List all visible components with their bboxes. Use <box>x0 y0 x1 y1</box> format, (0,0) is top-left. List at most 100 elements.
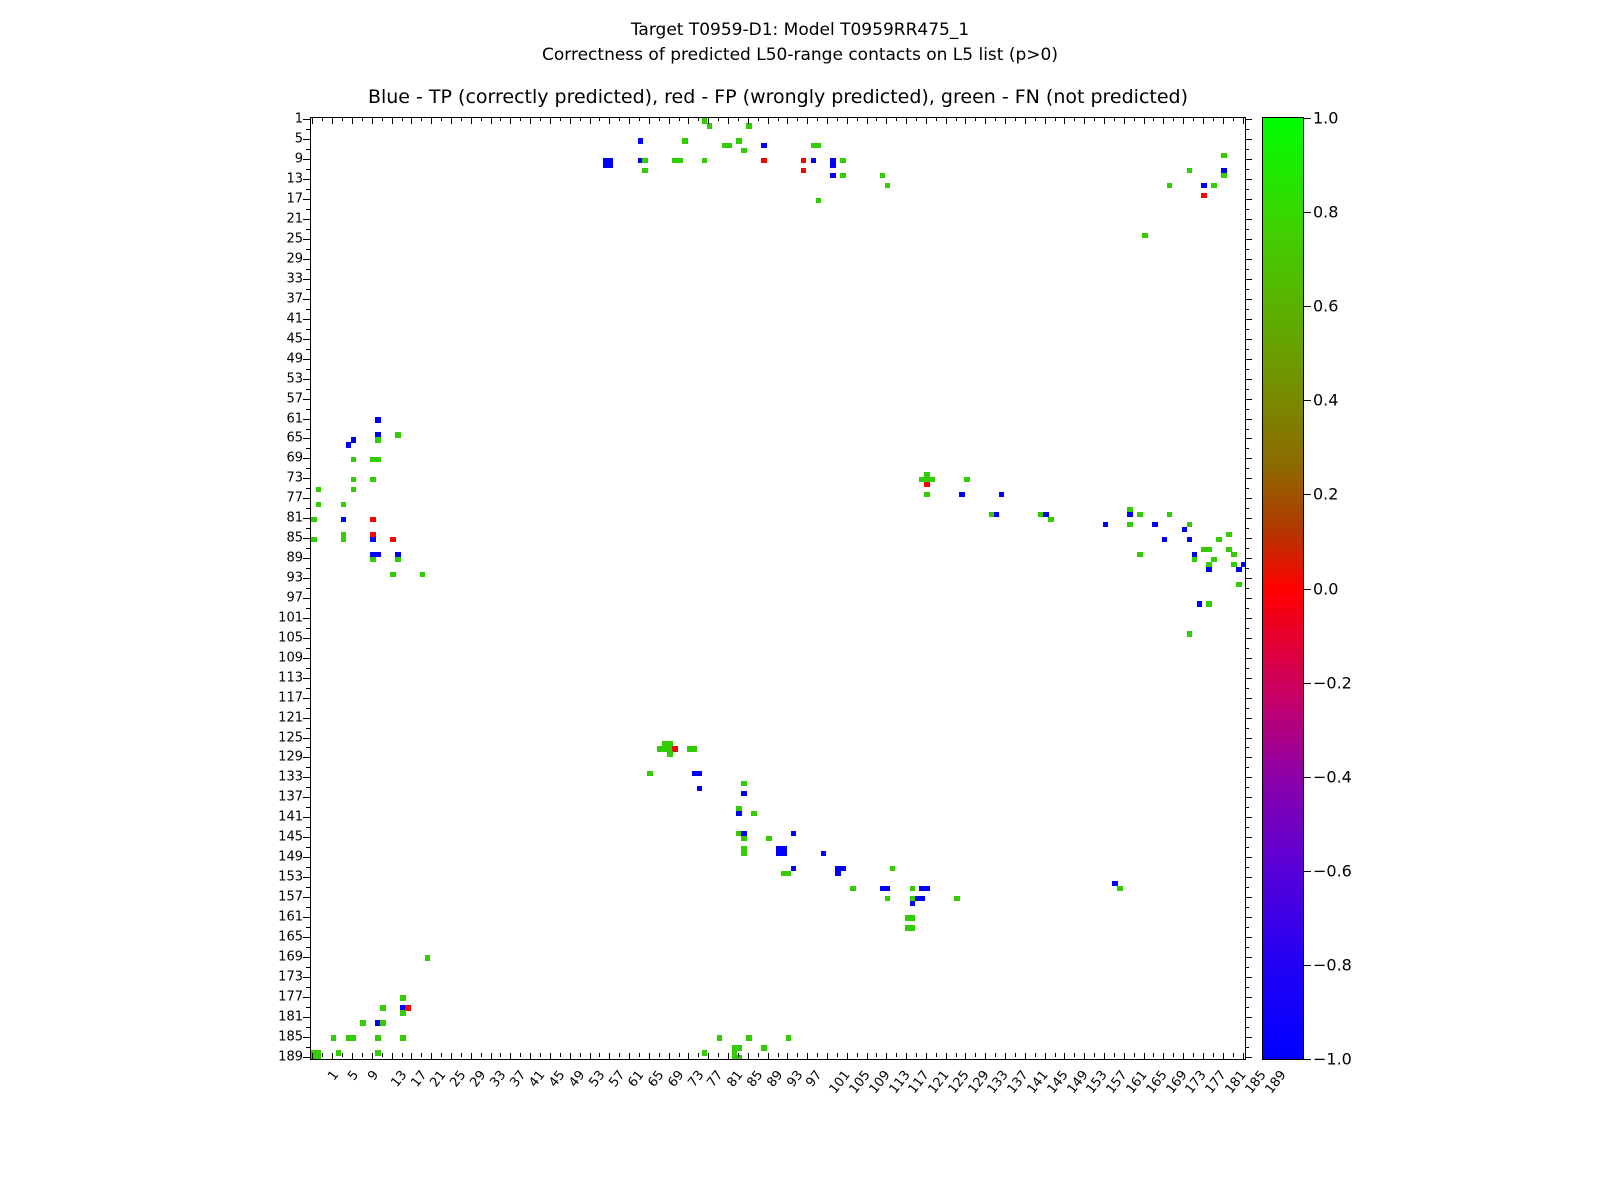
x-major-tick-top <box>312 117 314 124</box>
y-major-tick-right <box>1245 298 1252 300</box>
y-major-tick-right <box>1245 1016 1252 1018</box>
cell-tp <box>761 142 767 149</box>
x-major-tick-top <box>1143 117 1145 124</box>
cell-fn <box>390 571 396 578</box>
y-minor-tick-right <box>1245 568 1249 570</box>
cell-fn <box>395 432 401 438</box>
y-minor-tick <box>306 986 310 988</box>
cell-fn <box>731 1055 738 1059</box>
x-minor-tick-top <box>559 117 561 121</box>
y-major-tick <box>303 817 310 819</box>
y-major-tick <box>303 797 310 799</box>
y-major-tick-right <box>1245 119 1252 121</box>
y-minor-tick <box>306 1046 310 1048</box>
x-axis-tick-label: 25 <box>447 1068 470 1091</box>
cell-tp <box>1196 601 1203 608</box>
y-minor-tick-right <box>1245 308 1249 310</box>
x-minor-tick <box>480 1053 482 1057</box>
x-minor-tick <box>1193 1053 1195 1057</box>
x-minor-tick-top <box>599 117 601 121</box>
y-axis-tick-label: 85 <box>286 530 303 546</box>
y-minor-tick <box>306 308 310 310</box>
cell-fn <box>1166 511 1173 518</box>
x-minor-tick-top <box>619 117 621 121</box>
y-minor-tick <box>306 229 310 231</box>
x-minor-tick <box>559 1053 561 1057</box>
x-minor-tick <box>1034 1053 1036 1057</box>
y-major-tick-right <box>1245 657 1252 659</box>
x-major-tick <box>728 1053 730 1060</box>
cell-fn <box>686 746 693 752</box>
y-major-tick <box>303 259 310 261</box>
cell-fn <box>350 1035 357 1041</box>
y-major-tick <box>303 458 310 460</box>
cell-fn <box>662 746 668 752</box>
cell-fn <box>315 1050 322 1056</box>
y-major-tick <box>303 179 310 181</box>
x-major-tick <box>1242 1053 1244 1060</box>
x-minor-tick-top <box>361 117 363 121</box>
x-major-tick-top <box>846 117 848 124</box>
y-minor-tick-right <box>1245 1046 1249 1048</box>
x-minor-tick <box>935 1053 937 1057</box>
y-major-tick-right <box>1245 278 1252 280</box>
x-major-tick-top <box>1044 117 1046 124</box>
y-axis-tick-label: 77 <box>286 490 303 506</box>
y-axis-tick-label: 65 <box>286 430 303 446</box>
x-major-tick <box>629 1053 631 1060</box>
cell-fn <box>315 1055 322 1059</box>
cell-tp <box>830 162 836 169</box>
y-axis-tick-label: 105 <box>278 630 303 646</box>
x-major-tick <box>589 1053 591 1060</box>
x-major-tick-top <box>668 117 670 124</box>
y-minor-tick <box>306 448 310 450</box>
y-major-tick-right <box>1245 857 1252 859</box>
y-minor-tick-right <box>1245 528 1249 530</box>
y-minor-tick-right <box>1245 368 1249 370</box>
x-major-tick <box>1044 1053 1046 1060</box>
cell-fn <box>1117 885 1123 892</box>
x-major-tick-top <box>985 117 987 124</box>
x-axis-tick-label: 189 <box>1262 1068 1290 1097</box>
cell-fn <box>785 870 792 877</box>
x-minor-tick-top <box>1074 117 1076 121</box>
y-major-tick <box>303 418 310 420</box>
y-axis-tick-label: 185 <box>278 1029 303 1045</box>
y-major-tick-right <box>1245 438 1252 440</box>
x-minor-tick <box>896 1053 898 1057</box>
x-major-tick <box>1183 1053 1185 1060</box>
x-minor-tick-top <box>678 117 680 121</box>
y-minor-tick <box>306 149 310 151</box>
x-major-tick <box>945 1053 947 1060</box>
y-major-tick <box>303 478 310 480</box>
y-major-tick-right <box>1245 358 1252 360</box>
y-major-tick-right <box>1245 837 1252 839</box>
y-minor-tick-right <box>1245 767 1249 769</box>
x-major-tick-top <box>826 117 828 124</box>
y-axis-tick-label: 121 <box>278 710 303 726</box>
y-minor-tick-right <box>1245 229 1249 231</box>
cell-fn <box>1206 561 1212 568</box>
contact-map-plot-area[interactable] <box>310 117 1246 1060</box>
y-major-tick-right <box>1245 777 1252 779</box>
x-axis-tick-label: 65 <box>645 1068 668 1091</box>
x-major-tick <box>352 1053 354 1060</box>
y-minor-tick-right <box>1245 887 1249 889</box>
x-axis-tick-label: 97 <box>803 1068 826 1091</box>
cell-tp <box>637 157 644 164</box>
y-axis-tick-label: 137 <box>278 789 303 805</box>
cell-fp <box>672 746 678 752</box>
x-minor-tick-top <box>718 117 720 121</box>
x-major-tick-top <box>787 117 789 124</box>
y-axis-tick-label: 61 <box>286 411 303 427</box>
y-minor-tick-right <box>1245 787 1249 789</box>
cell-tp <box>350 436 357 443</box>
x-major-tick-top <box>1005 117 1007 124</box>
x-minor-tick-top <box>856 117 858 121</box>
x-major-tick-top <box>569 117 571 124</box>
y-minor-tick <box>306 946 310 948</box>
x-major-tick-top <box>747 117 749 124</box>
y-axis-tick-label: 53 <box>286 371 303 387</box>
cell-tp <box>914 895 921 902</box>
colorbar-tick <box>1304 494 1311 496</box>
